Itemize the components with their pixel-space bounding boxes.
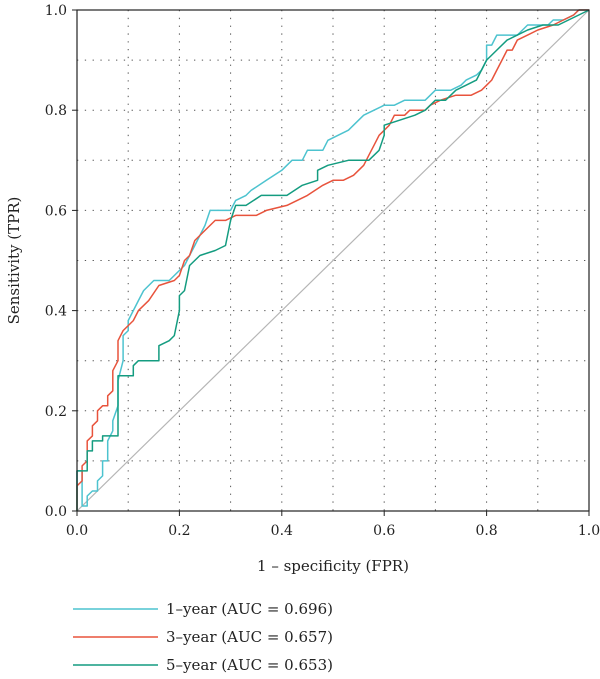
x-tick-label: 0.0 [66, 523, 88, 539]
legend-label: 5–year (AUC = 0.653) [166, 656, 333, 674]
legend: 1–year (AUC = 0.696) 3–year (AUC = 0.657)… [73, 600, 333, 674]
series-layer [76, 9, 590, 511]
legend-label: 3–year (AUC = 0.657) [166, 628, 333, 646]
y-tick-label: 1.0 [45, 3, 67, 19]
y-tick-label: 0.0 [45, 504, 67, 520]
x-tick-label: 0.8 [475, 523, 497, 539]
plot-frame [76, 9, 590, 512]
x-tick-label: 0.4 [271, 523, 293, 539]
y-tick-label: 0.6 [45, 203, 67, 219]
x-tick-label: 0.6 [373, 523, 395, 539]
y-tick-label: 0.8 [45, 103, 67, 119]
y-tick-label: 0.2 [45, 404, 67, 420]
x-tick-label: 1.0 [578, 523, 600, 539]
roc-curve-series-3 [76, 9, 590, 511]
x-axis-title: 1 – specificity (FPR) [257, 557, 409, 575]
chance-diagonal-line [76, 9, 590, 512]
legend-label: 1–year (AUC = 0.696) [166, 600, 333, 618]
x-tick-label: 0.2 [168, 523, 190, 539]
roc-curve-series-2 [76, 9, 589, 511]
y-axis-title: Sensitivity (TPR) [5, 197, 23, 325]
axes: 0.0 0.2 0.4 0.6 0.8 1.0 0.0 0.2 0.4 0.6 0.8 1.0 [45, 3, 600, 539]
y-tick-label: 0.4 [45, 304, 67, 320]
reference-line-layer [76, 9, 590, 512]
